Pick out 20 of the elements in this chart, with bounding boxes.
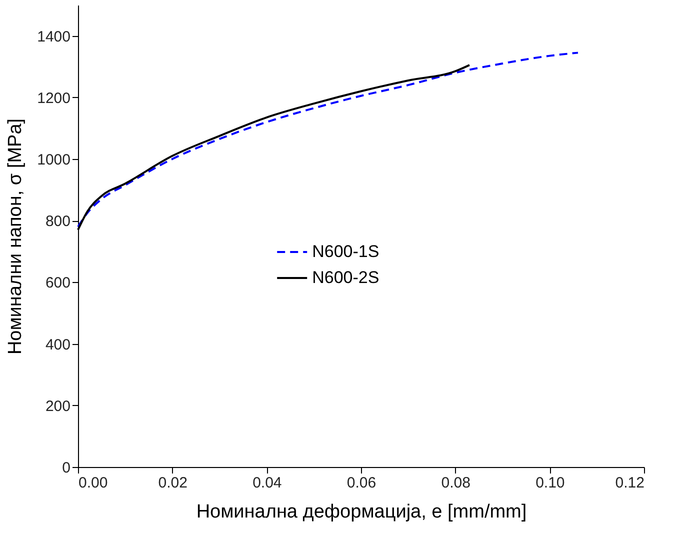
legend-label: N600-1S — [312, 242, 380, 261]
y-tick-label: 800 — [45, 213, 70, 230]
y-tick-label: 1400 — [37, 28, 70, 46]
y-tick-label: 400 — [45, 336, 70, 354]
x-tick-label: 0.06 — [346, 474, 376, 492]
x-tick-label: 0.10 — [536, 474, 565, 492]
x-tick-label: 0.02 — [158, 474, 188, 492]
y-tick-label: 200 — [45, 398, 70, 415]
x-tick-label: 0.08 — [441, 474, 470, 492]
line-series — [77, 52, 579, 228]
y-tick-label: 1000 — [37, 152, 70, 168]
x-axis-title: Номинална деформација, e [mm/mm] — [196, 502, 527, 522]
x-tick-label: 0.00 — [78, 474, 108, 492]
legend-label: N600-2S — [312, 268, 380, 287]
y-tick-label: 1200 — [37, 90, 70, 107]
y-tick-label: 600 — [45, 274, 70, 292]
x-tick-label: 0.04 — [252, 474, 282, 492]
y-tick-label: 0 — [62, 460, 70, 476]
x-tick-label: 0.12 — [615, 474, 644, 492]
y-axis-title: Номинални напон, σ [MPa] — [5, 118, 26, 355]
